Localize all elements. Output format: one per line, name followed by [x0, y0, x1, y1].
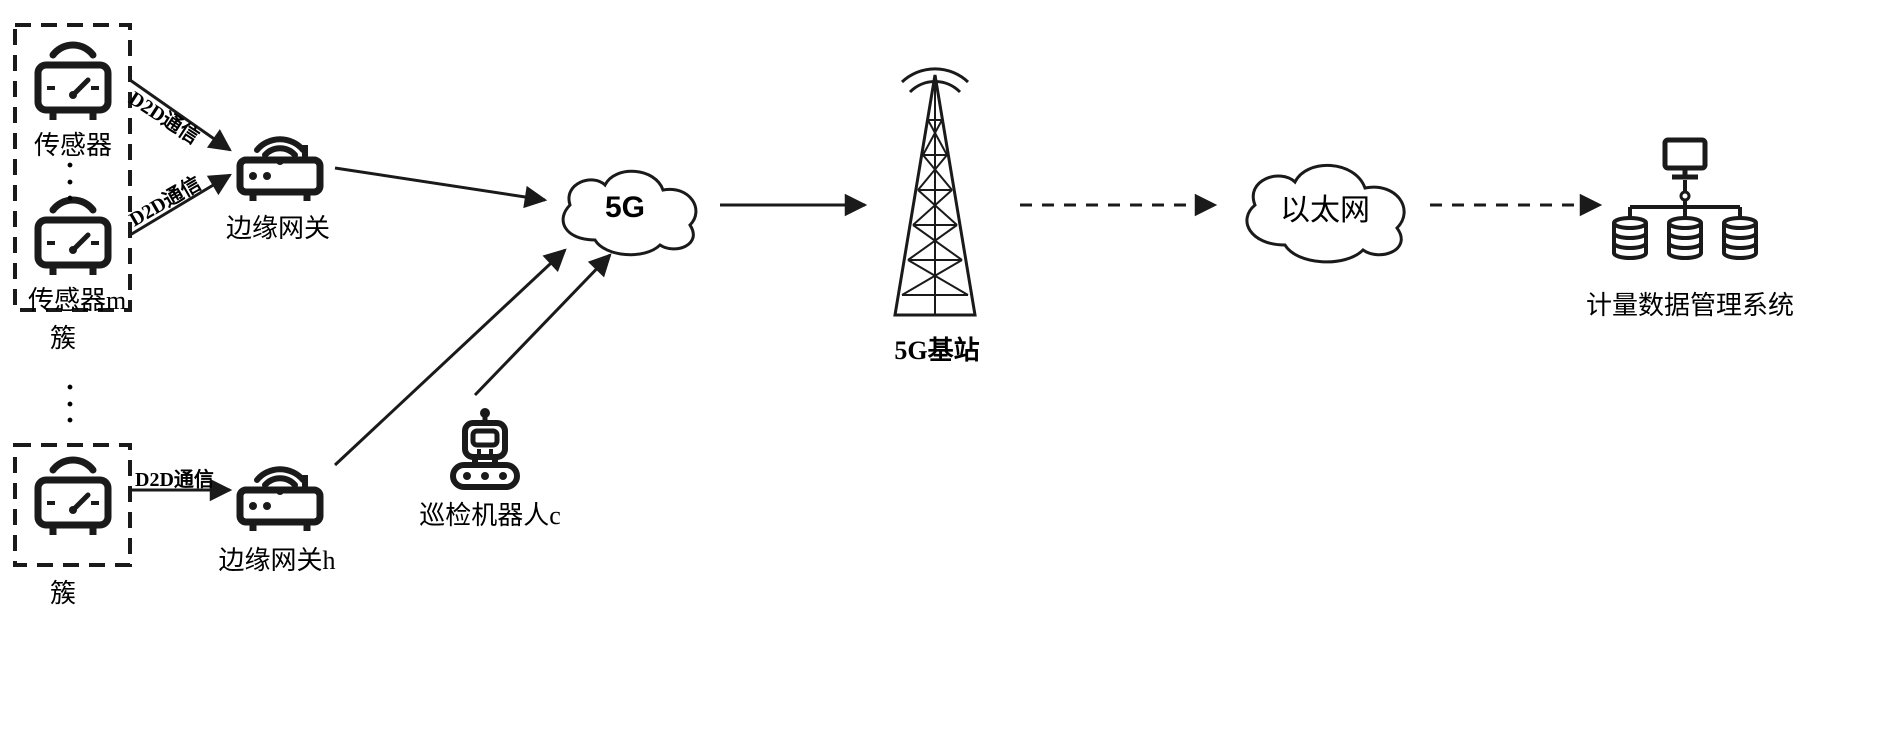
cloud-icon: 以太网	[1247, 165, 1404, 262]
vdots-1: ···	[65, 158, 75, 208]
gatewayH-label: 边缘网关h	[212, 540, 342, 577]
cluster1-label: 簇	[50, 318, 76, 355]
edge-gateway1-cloud5g	[335, 168, 545, 200]
edge-robot-cloud5g	[475, 255, 610, 395]
tower-icon	[895, 69, 975, 315]
robot-icon	[453, 408, 517, 487]
sensor-icon	[38, 460, 108, 535]
edge-label-d2d-3: D2D通信	[135, 463, 214, 492]
ethernet-label: 以太网	[1280, 194, 1370, 227]
server-icon	[1614, 140, 1756, 258]
sensor-icon	[38, 45, 108, 120]
sensorM-label: 传感器m	[28, 280, 118, 317]
edge-gatewayH-cloud5g	[335, 250, 565, 465]
gateway1-label: 边缘网关	[218, 208, 338, 245]
robot-label: 巡检机器人c	[410, 495, 570, 532]
router-icon	[240, 469, 320, 531]
vdots-2: ···	[65, 380, 75, 430]
cloud-icon: 5G	[563, 171, 696, 254]
tower-label: 5G基站	[892, 330, 982, 367]
server-label: 计量数据管理系统	[1580, 285, 1800, 322]
cloud5g-label: 5G	[605, 191, 645, 224]
router-icon	[240, 139, 320, 201]
cluster2-label: 簇	[50, 573, 76, 610]
